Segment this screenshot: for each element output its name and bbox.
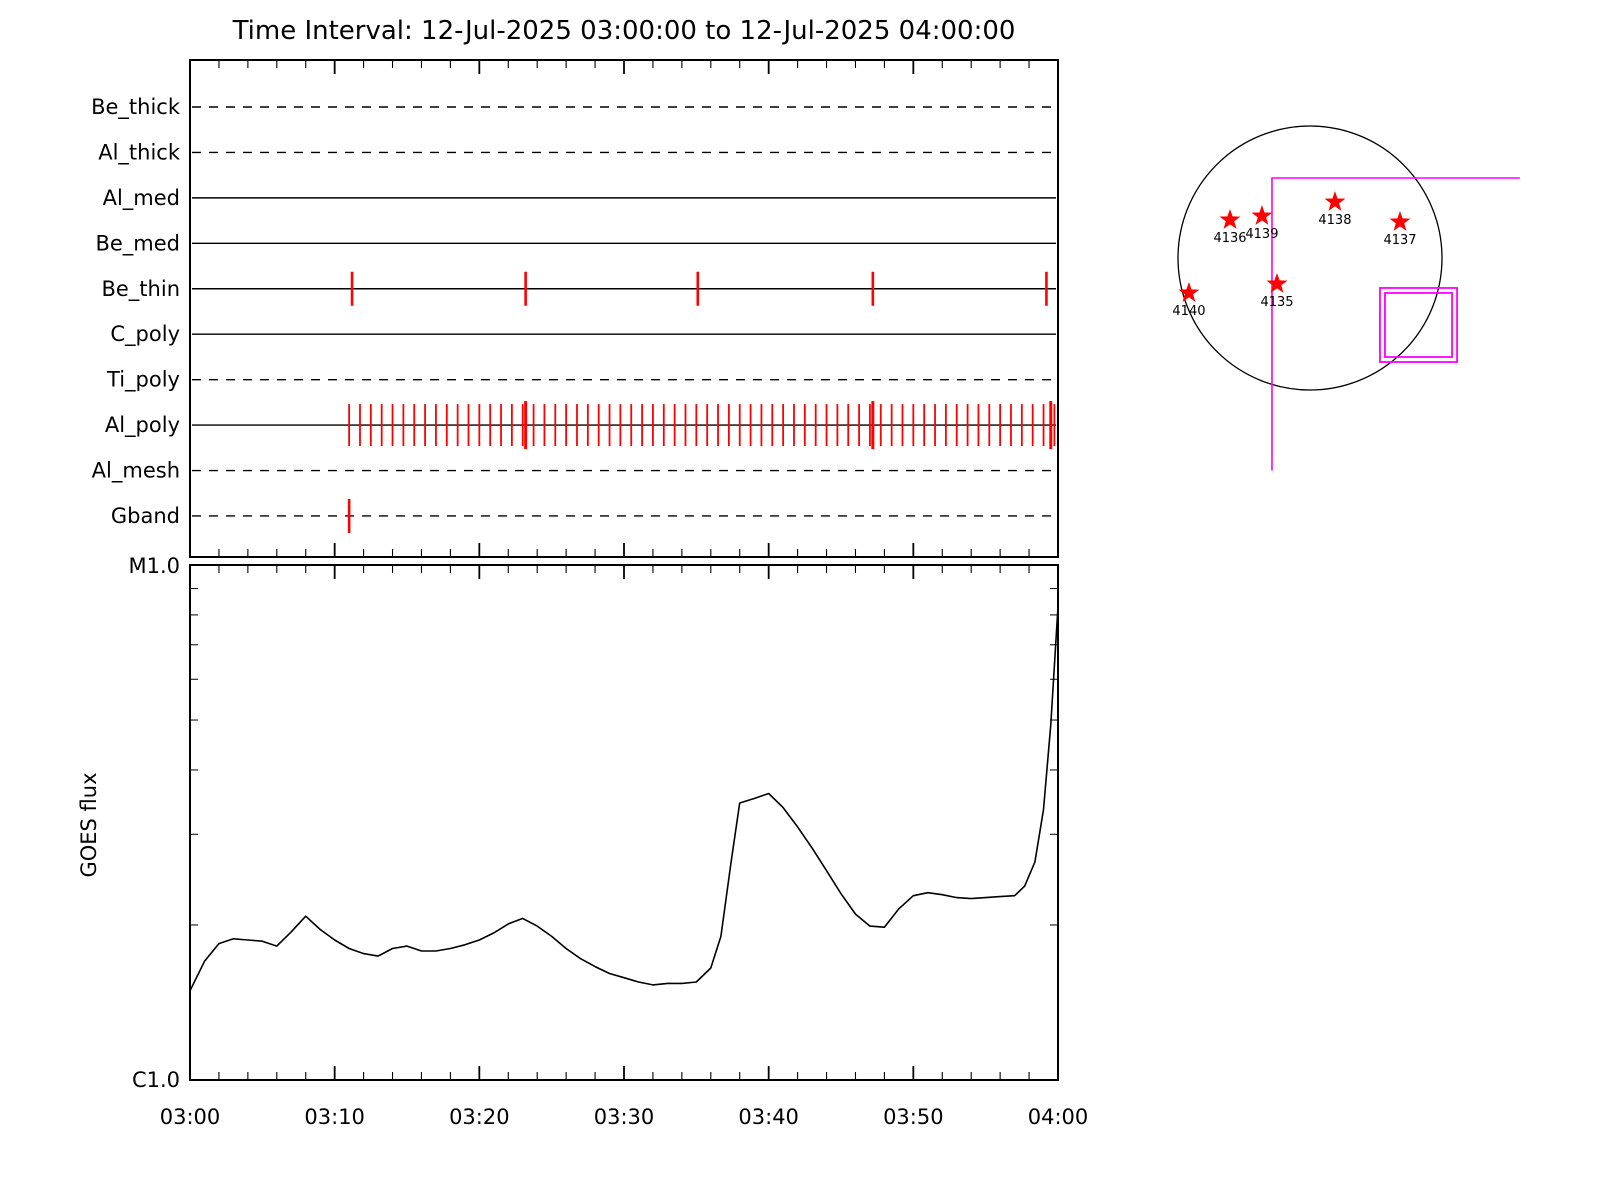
goes-y-bottom-label: C1.0 (132, 1068, 180, 1092)
channel-label-be_thin: Be_thin (101, 277, 180, 302)
channel-label-al_thick: Al_thick (98, 140, 181, 165)
channel-label-be_thick: Be_thick (91, 95, 181, 120)
active-region-label-4137: 4137 (1383, 233, 1416, 248)
timeline-frame (189, 59, 1059, 558)
active-region-star-4138 (1324, 191, 1346, 211)
active-region-star-4137 (1389, 211, 1411, 231)
channel-label-gband: Gband (111, 504, 180, 528)
active-region-star-4140 (1178, 282, 1200, 302)
goes-y-top-label: M1.0 (128, 554, 180, 578)
active-region-label-4136: 4136 (1213, 231, 1246, 246)
figure-title: Time Interval: 12-Jul-2025 03:00:00 to 1… (232, 16, 1016, 46)
channel-label-ti_poly: Ti_poly (106, 368, 180, 393)
x-tick-label: 04:00 (1028, 1105, 1089, 1129)
x-tick-label: 03:50 (883, 1105, 944, 1129)
solar-limb (1177, 125, 1443, 391)
active-region-label-4138: 4138 (1318, 213, 1351, 228)
goes-flux-curve (189, 606, 1059, 992)
active-region-label-4140: 4140 (1172, 304, 1205, 319)
active-region-label-4139: 4139 (1245, 227, 1278, 242)
channel-label-al_med: Al_med (103, 186, 180, 211)
goes-frame (189, 564, 1059, 1081)
x-tick-label: 03:10 (304, 1105, 365, 1129)
active-region-star-4139 (1251, 205, 1273, 225)
x-tick-label: 03:30 (594, 1105, 655, 1129)
x-tick-label: 03:40 (738, 1105, 799, 1129)
channel-label-c_poly: C_poly (110, 322, 180, 347)
x-tick-label: 03:20 (449, 1105, 510, 1129)
fov-box-outer (1379, 287, 1458, 363)
active-region-label-4135: 4135 (1260, 295, 1293, 310)
active-region-star-4136 (1219, 209, 1241, 229)
channel-label-be_med: Be_med (95, 231, 180, 256)
channel-label-al_mesh: Al_mesh (92, 459, 180, 484)
fov-box-inner (1384, 292, 1453, 358)
channel-label-al_poly: Al_poly (105, 413, 180, 438)
fov-corner-lines (1271, 177, 1520, 471)
x-tick-label: 03:00 (160, 1105, 221, 1129)
active-region-star-4135 (1266, 273, 1288, 293)
